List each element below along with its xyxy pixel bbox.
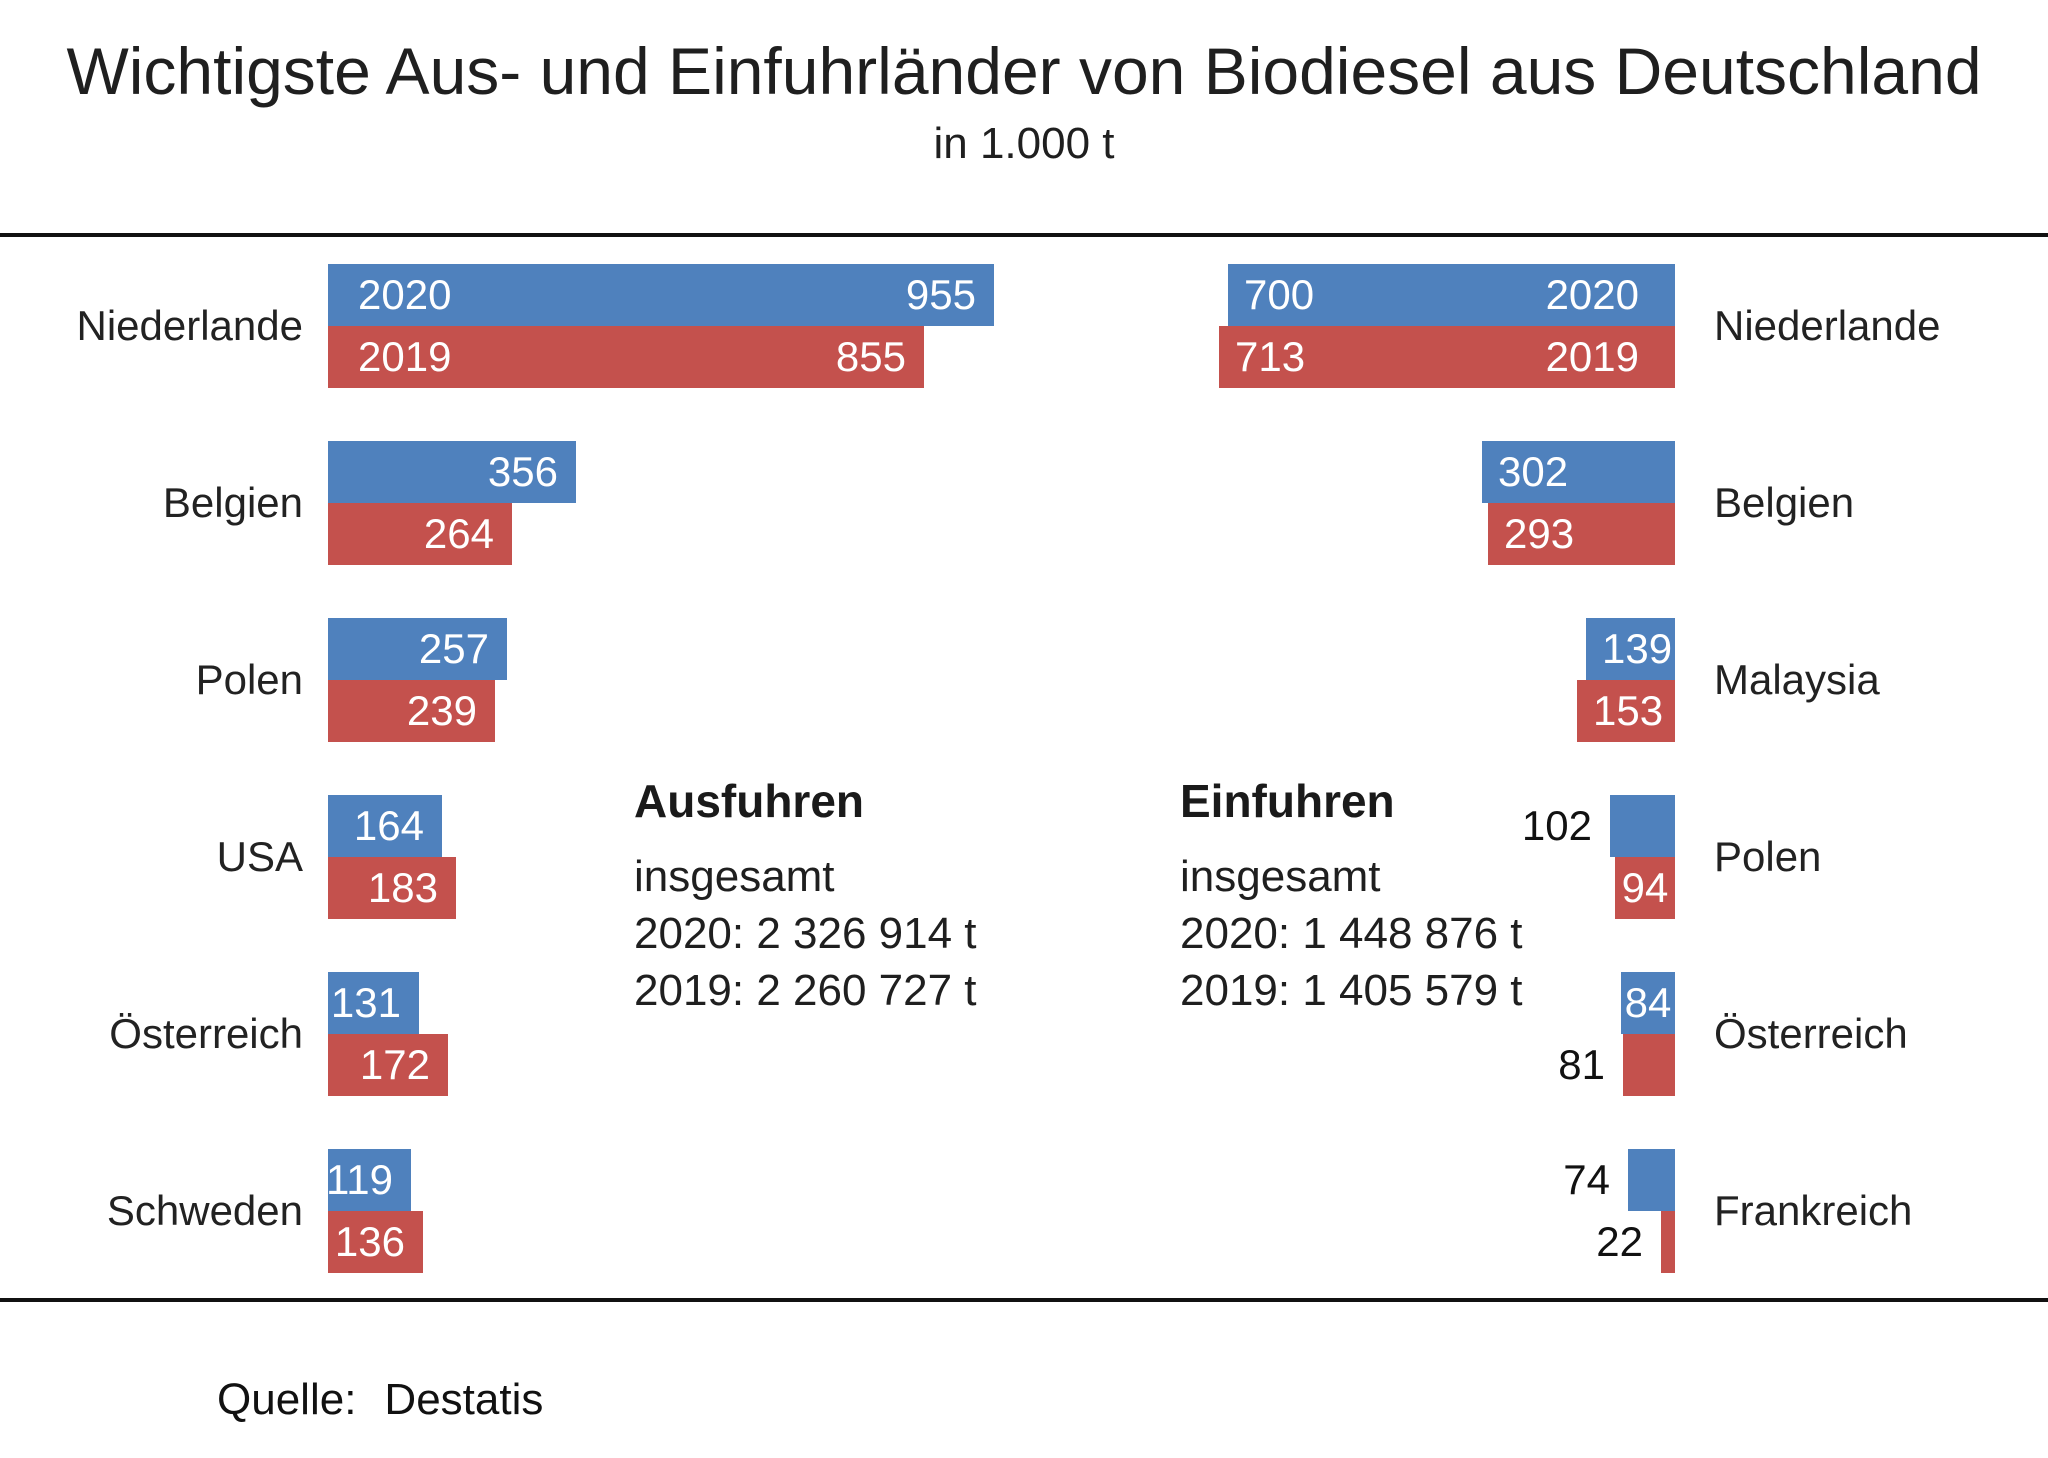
einfuhren-value-2020-polen: 102 [1521,802,1592,849]
ausfuhren-category-polen: Polen [195,656,303,703]
ausfuhren-category-niederlande: Niederlande [76,302,304,349]
export-panel-summary: insgesamt 2020: 2 326 914 t 2019: 2 260 … [634,848,977,1019]
ausfuhren-category-osterreich: Österreich [109,1010,303,1057]
ausfuhren-category-usa: USA [216,833,303,880]
export-summary-line: 2019: 2 260 727 t [634,966,977,1015]
import-panel-summary: insgesamt 2020: 1 448 876 t 2019: 1 405 … [1180,848,1523,1019]
ausfuhren-bar-2019-usa: 183 [328,857,456,919]
einfuhren-category-malaysia: Malaysia [1714,656,1880,703]
ausfuhren-category-schweden: Schweden [106,1187,303,1234]
ausfuhren-bar-2019-belgien: 264 [328,503,512,565]
einfuhren-bar-2019-polen: 94 [1615,857,1675,919]
einfuhren-category-frankreich: Frankreich [1714,1187,1913,1234]
import-summary-line: insgesamt [1180,852,1381,901]
einfuhren-bar-2019-frankreich [1661,1211,1675,1273]
ausfuhren-bar-2019-niederlande: 855 2019 [328,326,924,388]
einfuhren-bar-2019-niederlande: 713 2019 [1219,326,1675,388]
einfuhren-value-2020-frankreich: 74 [1563,1156,1610,1203]
ausfuhren-bar-2020-schweden: 119 [326,1149,411,1211]
ausfuhren-bar-2020-usa: 164 [328,795,442,857]
einfuhren-year-label-2019: 2019 [1545,333,1639,380]
bottom-divider [0,1298,2048,1302]
ausfuhren-year-label-2020: 2020 [358,271,452,318]
einfuhren-bar-2020-belgien: 302 [1482,441,1675,503]
export-summary-line: 2020: 2 326 914 t [634,909,977,958]
einfuhren-bar-2020-frankreich [1628,1149,1675,1211]
einfuhren-category-polen: Polen [1714,833,1822,880]
einfuhren-bar-2019-osterreich [1623,1034,1675,1096]
ausfuhren-bar-2019-osterreich: 172 [328,1034,448,1096]
ausfuhren-bar-2020-niederlande: 955 2020 [328,264,994,326]
import-summary-line: 2020: 1 448 876 t [1180,909,1523,958]
source-label: Quelle: [217,1375,357,1424]
ausfuhren-bar-2019-polen: 239 [328,680,495,742]
export-panel-heading: Ausfuhren [634,775,864,827]
einfuhren-category-belgien: Belgien [1714,479,1855,526]
source-note: Quelle: Destatis [217,1374,543,1427]
ausfuhren-bar-2020-osterreich: 131 [328,972,419,1034]
chart-title: Wichtigste Aus- und Einfuhrländer von Bi… [66,34,1982,108]
import-panel-heading: Einfuhren [1180,775,1395,827]
import-summary-line: 2019: 1 405 579 t [1180,966,1523,1015]
source-value: Destatis [384,1375,544,1424]
top-divider [0,233,2048,237]
einfuhren-bar-2020-malaysia: 139 [1586,618,1675,680]
einfuhren-bar-2020-osterreich: 84 [1621,972,1675,1034]
einfuhren-bar-2019-malaysia: 153 [1577,680,1675,742]
ausfuhren-bar-2020-belgien: 356 [328,441,576,503]
einfuhren-bar-2020-niederlande: 700 2020 [1228,264,1675,326]
ausfuhren-year-label-2019: 2019 [358,333,452,380]
einfuhren-year-label-2020: 2020 [1545,271,1639,318]
einfuhren-bar-2019-belgien: 293 [1488,503,1675,565]
einfuhren-value-2019-osterreich: 81 [1558,1041,1605,1088]
einfuhren-category-niederlande: Niederlande [1714,302,1941,349]
ausfuhren-bar-2019-schweden: 136 [328,1211,423,1273]
export-summary-line: insgesamt [634,852,835,901]
einfuhren-category-osterreich: Österreich [1714,1010,1908,1057]
ausfuhren-bar-2020-polen: 257 [328,618,507,680]
einfuhren-bar-2020-polen [1610,795,1675,857]
ausfuhren-category-belgien: Belgien [162,479,303,526]
einfuhren-value-2019-frankreich: 22 [1596,1218,1643,1265]
chart-subtitle: in 1.000 t [933,119,1115,168]
